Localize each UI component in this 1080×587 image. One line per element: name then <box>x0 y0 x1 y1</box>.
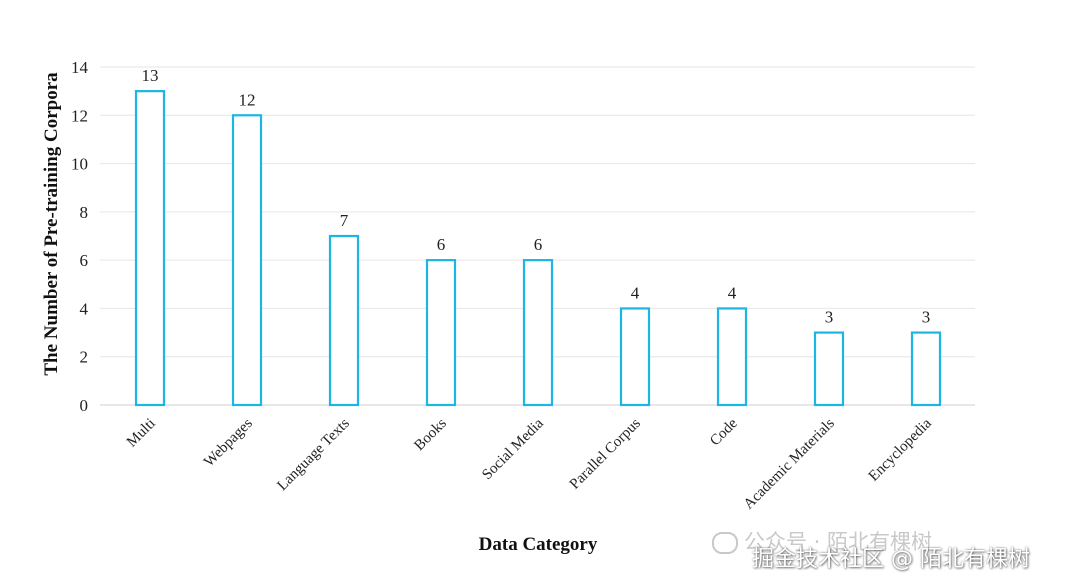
bar <box>619 307 651 407</box>
y-tick-label: 2 <box>80 348 89 367</box>
bar <box>716 307 748 407</box>
data-label: 3 <box>825 308 834 327</box>
x-tick-label: Parallel Corpus <box>567 415 644 492</box>
y-tick-labels: 0 2 4 6 8 10 12 14 <box>71 58 89 415</box>
data-label: 13 <box>142 66 159 85</box>
x-tick-label: Webpages <box>201 415 256 470</box>
x-tick-label: Social Media <box>479 415 547 483</box>
bar <box>522 259 554 407</box>
data-label: 12 <box>239 90 256 109</box>
x-tick-label: Language Texts <box>274 415 353 494</box>
data-label: 6 <box>437 235 446 254</box>
x-tick-labels: Multi Webpages Language Texts Books Social M… <box>124 415 935 512</box>
data-label: 4 <box>631 283 640 302</box>
data-label: 6 <box>534 235 543 254</box>
bar <box>425 259 457 407</box>
watermark-line1: 公众号 · 陌北有棵树 <box>744 530 933 554</box>
x-tick-label: Academic Materials <box>741 415 838 512</box>
x-tick-label: Code <box>707 415 741 449</box>
bar <box>328 234 360 407</box>
x-tick-label: Multi <box>124 416 159 451</box>
y-axis-title: The Number of Pre-training Corpora <box>41 72 62 376</box>
watermark-juejin: 掘金技术社区 @ 陌北有棵树 <box>752 547 1030 572</box>
bar <box>813 331 845 407</box>
bar <box>231 114 263 407</box>
y-tick-label: 12 <box>71 106 88 125</box>
y-tick-label: 8 <box>80 203 89 222</box>
y-tick-label: 6 <box>80 251 89 270</box>
data-label: 4 <box>728 283 737 302</box>
bar <box>134 90 166 407</box>
wechat-icon <box>712 532 738 554</box>
y-tick-label: 14 <box>71 58 89 77</box>
data-label: 7 <box>340 211 349 230</box>
y-tick-label: 10 <box>71 155 88 174</box>
bars <box>134 90 942 407</box>
x-tick-label: Books <box>411 415 450 454</box>
y-tick-label: 4 <box>80 299 89 318</box>
x-axis-title: Data Category <box>479 534 598 555</box>
watermark-wechat: 公众号 · 陌北有棵树 <box>712 526 932 556</box>
bar <box>910 331 942 407</box>
data-label: 3 <box>922 308 931 327</box>
x-tick-label: Encyclopedia <box>866 415 935 484</box>
data-labels: 13 12 7 6 6 4 4 3 3 <box>142 66 931 326</box>
y-tick-label: 0 <box>80 396 89 415</box>
